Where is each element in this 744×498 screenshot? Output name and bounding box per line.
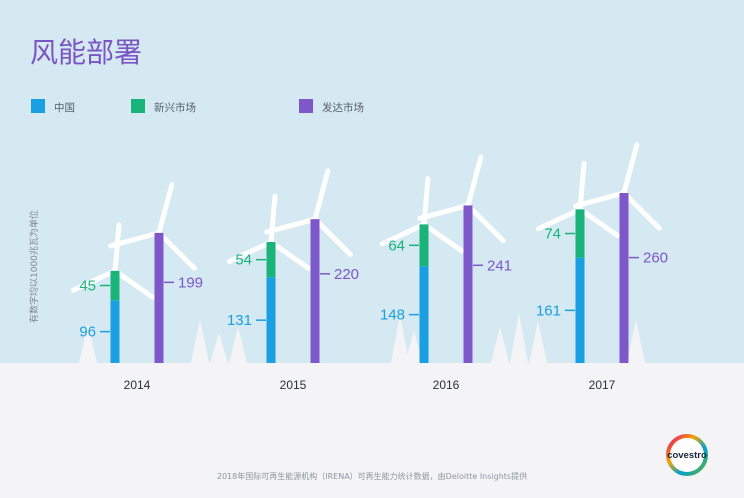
- turbine-developed-2017-blade-1: [573, 190, 627, 209]
- value-label-china-2015: 131: [227, 312, 252, 329]
- turbine-stacked-2014-blade-2: [112, 268, 156, 300]
- turbine-developed-2016-blade-2: [465, 202, 506, 244]
- turbine-stacked-2017-blade-1: [535, 206, 583, 232]
- bar-china-2014: [110, 300, 120, 363]
- tree-6: [491, 327, 509, 363]
- tree-2: [210, 333, 228, 363]
- tree-7: [510, 313, 528, 363]
- x-tick-label-2014: 2014: [124, 378, 151, 392]
- value-label-china-2016: 148: [380, 307, 405, 324]
- x-tick-label-2017: 2017: [589, 378, 616, 392]
- covestro-logo: covestro: [666, 434, 708, 476]
- turbine-developed-2014: [108, 182, 197, 271]
- tree-decorations: [79, 313, 645, 363]
- legend: 中国 新兴市场 发达市场: [31, 99, 364, 114]
- turbine-stacked-2015-blade-2: [268, 239, 312, 271]
- turbine-stacked-2015-blade-0: [268, 193, 278, 245]
- legend-swatch-developed: [299, 99, 313, 113]
- turbine-developed-2017-blade-0: [621, 142, 640, 196]
- bar-developed-2015: [310, 219, 320, 363]
- bar-developed-2016: [463, 205, 473, 363]
- turbine-developed-2017-blade-2: [621, 190, 662, 231]
- bar-developed-2014: [154, 232, 164, 363]
- turbine-developed-2017: [573, 142, 662, 231]
- value-label-china-2014: 96: [79, 324, 96, 341]
- turbine-developed-2015-blade-0: [312, 168, 331, 222]
- turbine-developed-2014-blade-2: [156, 230, 197, 271]
- turbine-developed-2015-blade-1: [264, 216, 318, 235]
- value-label-emerging-2016: 64: [388, 237, 405, 254]
- covestro-logo-ring-icon: [666, 434, 708, 476]
- tree-3: [229, 327, 247, 363]
- turbine-stacked-2015-blade-1: [226, 239, 274, 264]
- ground-band: [0, 363, 744, 498]
- turbine-stacked-2016-blade-2: [421, 221, 465, 254]
- value-label-developed-2015: 220: [334, 266, 359, 283]
- turbine-stacked-2017-blade-0: [577, 161, 587, 212]
- x-tick-label-2016: 2016: [433, 378, 460, 392]
- turbine-stacked-2014-blade-0: [112, 222, 122, 274]
- turbine-bars: [70, 142, 662, 363]
- data-labels: 96 45 199 2014 131 54 220 2015 148 64 241 2016 161 74…: [79, 226, 668, 392]
- chart-title: 风能部署: [30, 36, 142, 69]
- turbine-stacked-2017-blade-2: [577, 206, 621, 239]
- bar-emerging-2015: [266, 242, 276, 278]
- legend-label-emerging: 新兴市场: [154, 101, 196, 114]
- bar-china-2017: [575, 257, 585, 363]
- turbine-stacked-2016-blade-1: [379, 221, 427, 247]
- y-axis-label: 有数字均以1000兆瓦为单位: [28, 210, 40, 323]
- bar-emerging-2017: [575, 209, 585, 258]
- tree-4: [391, 315, 409, 363]
- tree-5: [405, 331, 423, 363]
- turbine-developed-2014-blade-0: [156, 182, 175, 236]
- covestro-logo-text: covestro: [667, 450, 707, 461]
- bar-china-2015: [266, 277, 276, 363]
- value-label-developed-2014: 199: [178, 274, 203, 291]
- turbine-developed-2015-blade-2: [312, 216, 353, 257]
- tree-8: [529, 321, 547, 363]
- turbine-developed-2016-blade-0: [465, 154, 484, 208]
- value-label-emerging-2014: 45: [79, 278, 96, 295]
- bar-emerging-2016: [419, 224, 429, 267]
- bar-china-2016: [419, 266, 429, 363]
- value-label-emerging-2017: 74: [544, 226, 561, 243]
- legend-swatch-china: [31, 99, 45, 113]
- tree-9: [627, 319, 645, 363]
- turbine-stacked-2014-blade-1: [70, 268, 118, 293]
- x-tick-label-2015: 2015: [280, 378, 307, 392]
- value-label-emerging-2015: 54: [235, 252, 252, 269]
- tree-0: [79, 323, 97, 363]
- legend-label-china: 中国: [54, 101, 75, 114]
- value-label-developed-2017: 260: [643, 250, 668, 267]
- legend-label-developed: 发达市场: [322, 101, 364, 114]
- source-note: 2018年国际可再生能源机构（IRENA）可再生能力统计数据，由Deloitte…: [217, 471, 527, 481]
- legend-swatch-emerging: [131, 99, 145, 113]
- turbine-developed-2016-blade-1: [417, 202, 471, 221]
- bar-developed-2017: [619, 193, 629, 363]
- value-label-developed-2016: 241: [487, 257, 512, 274]
- value-label-china-2017: 161: [536, 302, 561, 319]
- turbine-developed-2014-blade-1: [108, 230, 162, 249]
- tree-1: [191, 319, 209, 363]
- bar-emerging-2014: [110, 270, 120, 301]
